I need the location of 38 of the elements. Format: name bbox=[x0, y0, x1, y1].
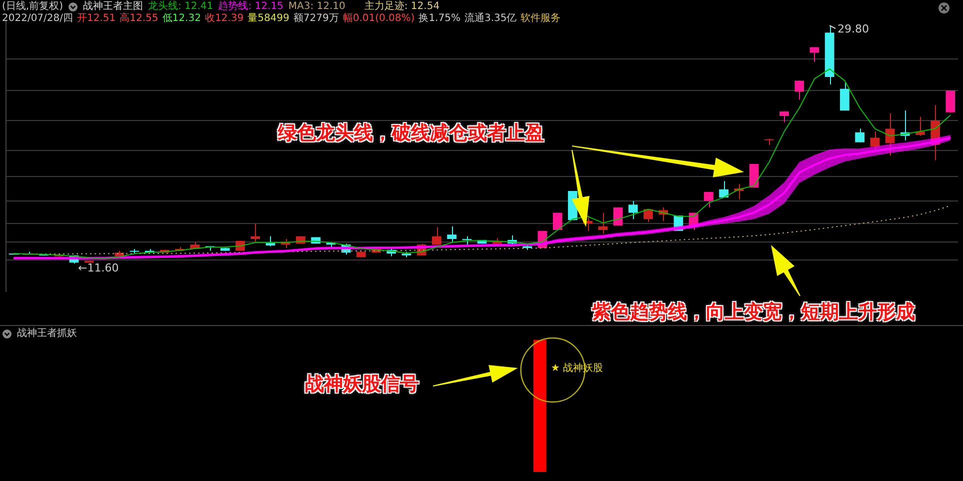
candlestick bbox=[704, 191, 714, 208]
annotation: 高12.55 bbox=[120, 13, 158, 25]
candlestick bbox=[719, 180, 728, 198]
text: 趋势线: 12.15 bbox=[218, 1, 284, 13]
annotation: 软件服务 bbox=[520, 13, 561, 25]
candlestick bbox=[613, 206, 623, 226]
text: 主力足迹: 12.54 bbox=[364, 1, 440, 13]
chart-title: 战神王者主图 bbox=[82, 1, 143, 12]
annotation: 额7279万 bbox=[293, 13, 339, 25]
candlestick bbox=[250, 223, 260, 242]
annotation: 绿色龙头线，破线减仓或者止盈 bbox=[278, 121, 544, 145]
candlestick bbox=[598, 212, 608, 234]
annotation: 战神妖股信号 bbox=[305, 372, 419, 396]
annotation: 收12.39 bbox=[204, 13, 244, 25]
annotation: 29.80 bbox=[838, 22, 870, 36]
candlestick bbox=[946, 90, 956, 113]
chart-title: 战神王者抓妖 bbox=[17, 328, 77, 340]
annotation: 开12.51 bbox=[77, 13, 116, 25]
annotation: 流通3.35亿 bbox=[464, 13, 517, 25]
candlestick bbox=[432, 226, 442, 246]
annotation: 换1.75% bbox=[418, 13, 460, 25]
candlestick bbox=[447, 226, 456, 242]
text: MA3: 12.10 bbox=[288, 1, 346, 12]
candlestick bbox=[644, 208, 653, 222]
annotation: ←11.60 bbox=[78, 261, 119, 274]
annotation: 2022/07/28/四 bbox=[2, 13, 74, 25]
candlestick bbox=[794, 80, 804, 100]
candlestick bbox=[855, 128, 864, 143]
candlestick bbox=[462, 236, 472, 246]
text: 紫色趋势线，向上变宽，短期上升形成 bbox=[592, 300, 915, 324]
candlestick bbox=[810, 46, 820, 62]
chart-subtitle: (日线,前复权) bbox=[2, 1, 63, 13]
annotation: 量58499 bbox=[248, 13, 290, 25]
candlestick bbox=[628, 200, 638, 220]
annotation: 幅0.01(0.08%) bbox=[342, 13, 415, 25]
candlestick bbox=[840, 82, 850, 111]
annotation: 低12.32 bbox=[162, 13, 201, 25]
text: 龙头线: 12.41 bbox=[148, 1, 214, 13]
